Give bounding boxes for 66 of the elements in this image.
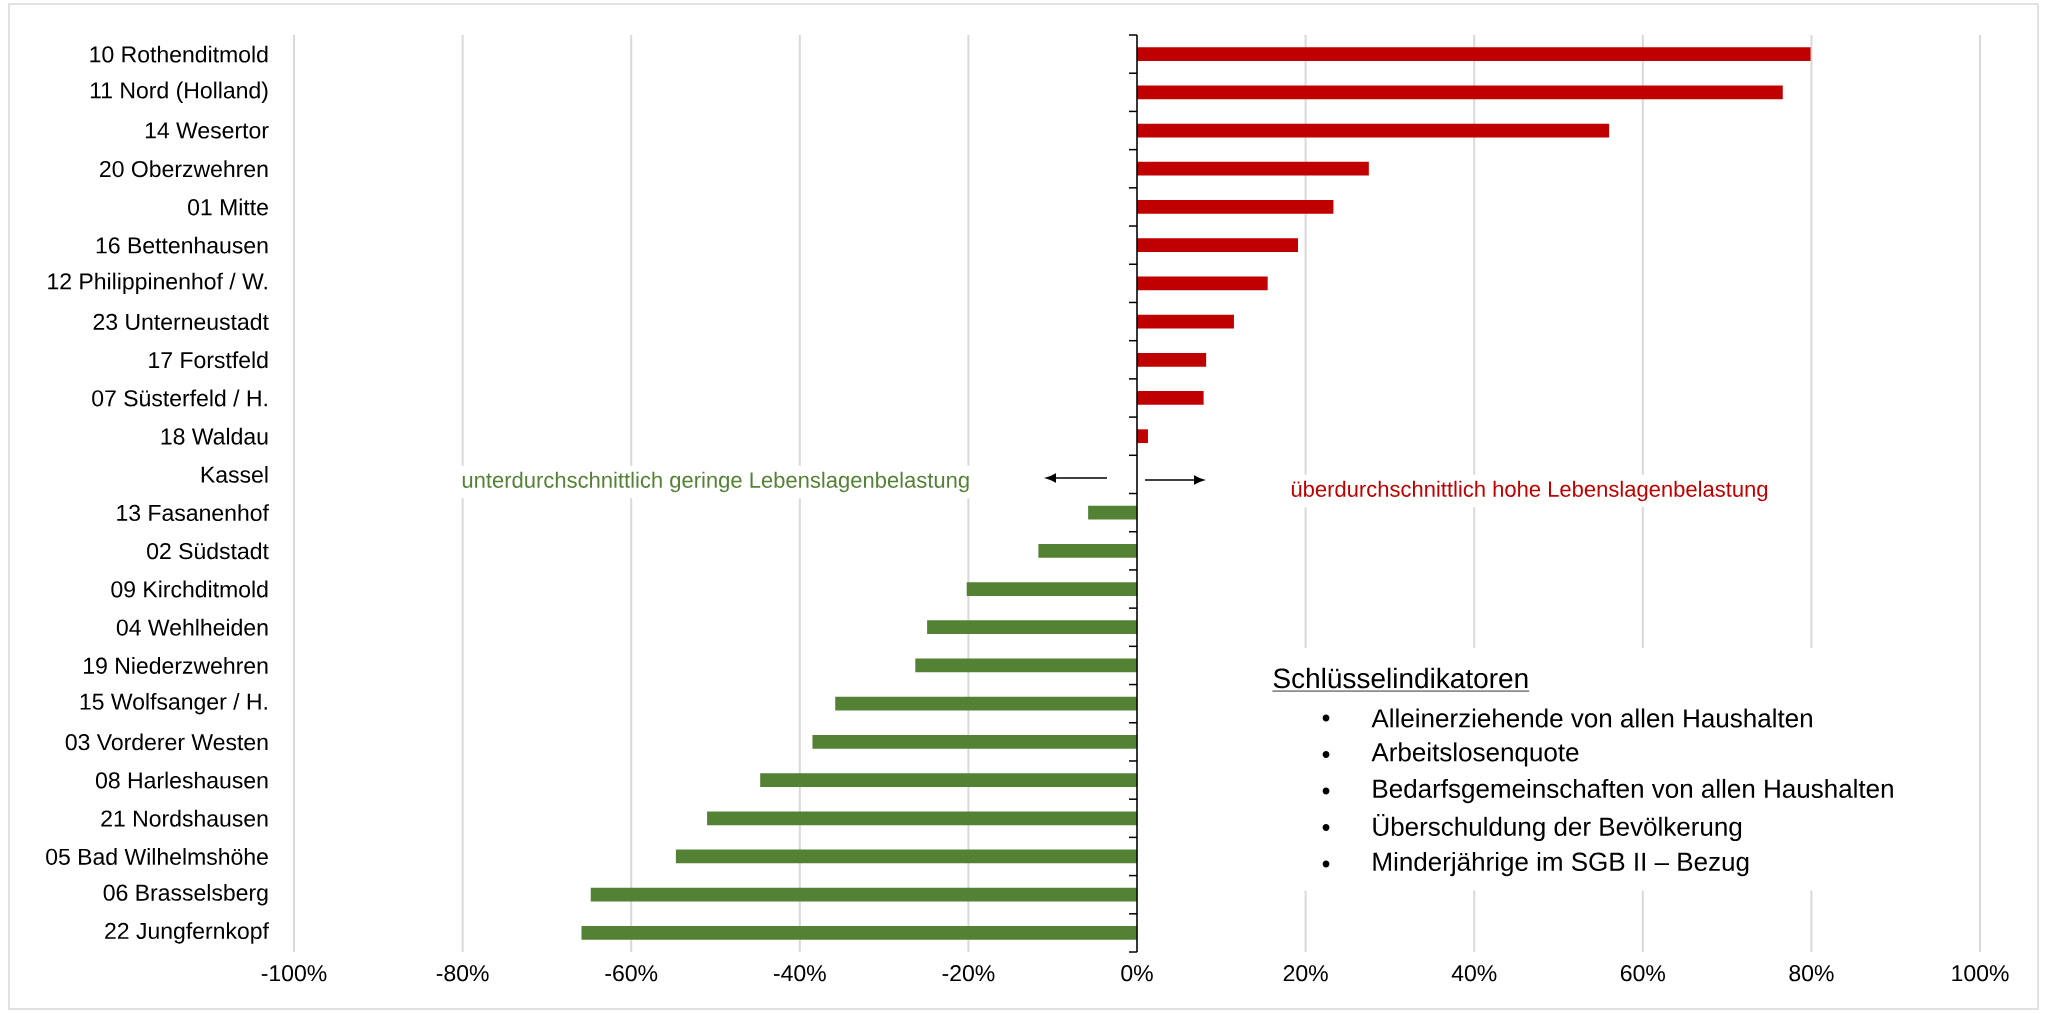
bar [1137, 200, 1334, 214]
x-tick-label: 40% [1451, 965, 1497, 982]
bar [1137, 429, 1148, 444]
bar [1137, 123, 1610, 138]
y-tick-label: 07 Süsterfeld / H. [92, 389, 267, 407]
bar [1137, 238, 1299, 253]
bar [675, 849, 1138, 864]
y-tick-label: 14 Wesertor [145, 122, 269, 139]
annotation: Schlüsselindikatoren [1273, 667, 1528, 689]
x-tick-label: -100% [261, 965, 327, 982]
bar [835, 696, 1138, 711]
bar [590, 887, 1138, 902]
bar [1137, 85, 1783, 100]
y-tick-label: 09 Kirchditmold [111, 580, 268, 598]
y-tick-label: 01 Mitte [188, 198, 268, 216]
bar [966, 582, 1138, 596]
x-tick-label: -40% [773, 965, 826, 982]
y-tick-label: 20 Oberzwehren [100, 160, 268, 178]
bar [1137, 161, 1369, 176]
annotation: unterdurchschnittlich geringe Lebenslagenbelastung [462, 471, 969, 493]
bar [581, 926, 1138, 940]
bar [1137, 352, 1207, 367]
y-tick-label: 23 Unterneustadt [93, 313, 269, 331]
annotation: Minderjährige im SGB II – Bezug [1373, 851, 1749, 877]
y-tick-label: 05 Bad Wilhelmshöhe [46, 848, 268, 865]
x-tick-label: -60% [605, 965, 658, 982]
x-tick-label: 100% [1952, 965, 2009, 982]
bar [1137, 391, 1204, 405]
x-tick-label: 80% [1789, 965, 1834, 982]
y-tick-label: 08 Harleshausen [95, 771, 268, 789]
y-tick-label: Kassel [201, 465, 268, 483]
annotation: Bedarfsgemeinschaften von allen Haushalten [1373, 778, 1893, 804]
bar [812, 734, 1138, 749]
y-tick-label: 02 Südstadt [147, 542, 269, 560]
y-tick-label: 10 Rothenditmold [90, 45, 268, 63]
y-tick-label: 06 Brasselsberg [103, 883, 268, 906]
bar [707, 811, 1138, 826]
x-tick-label: 20% [1283, 965, 1328, 982]
bar [1137, 314, 1234, 329]
y-tick-label: 18 Waldau [161, 427, 268, 445]
bar [1137, 276, 1268, 291]
y-tick-label: 16 Bettenhausen [96, 236, 268, 254]
y-tick-label: 17 Forstfeld [149, 351, 268, 369]
y-tick-label: 21 Nordshausen [101, 809, 268, 827]
y-tick-label: 11 Nord (Holland) [90, 81, 268, 104]
y-tick-label: 04 Wehlheiden [116, 618, 268, 636]
bar [927, 620, 1138, 635]
x-tick-label: -80% [436, 965, 489, 982]
x-tick-label: 60% [1620, 965, 1665, 982]
annotation: Alleinerziehende von allen Haushalten [1371, 708, 1812, 728]
x-tick-label: -20% [942, 965, 995, 982]
y-tick-label: 19 Niederzwehren [84, 657, 268, 674]
y-tick-label: 15 Wolfsanger / H. [80, 692, 267, 715]
annotation: Arbeitslosenquote [1371, 742, 1579, 767]
bar [915, 658, 1138, 673]
x-tick-label: 0% [1121, 965, 1153, 982]
annotation: überdurchschnittlich hohe Lebenslagenbelastung [1291, 480, 1768, 502]
bar [1038, 543, 1138, 558]
y-tick-label: 13 Fasanenhof [117, 504, 269, 522]
bar [760, 773, 1138, 787]
y-tick-label: 22 Jungfernkopf [105, 922, 269, 944]
y-tick-label: 03 Vorderer Westen [65, 733, 268, 751]
bar [1088, 505, 1138, 520]
annotation: Überschuldung der Bevölkerung [1373, 813, 1742, 842]
y-tick-label: 12 Philippinenhof / W. [48, 272, 267, 295]
bar [1137, 47, 1811, 61]
